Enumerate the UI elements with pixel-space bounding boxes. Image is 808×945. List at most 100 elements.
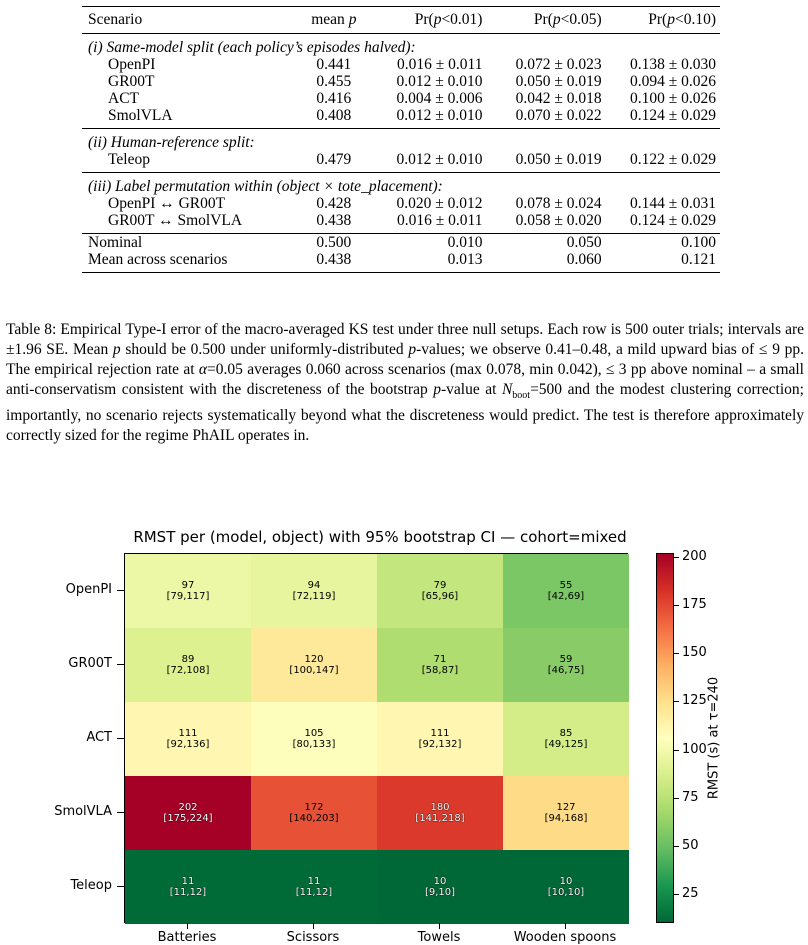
heatmap-cell: 11 [11,12] xyxy=(251,850,377,924)
heatmap-cell: 10 [9,10] xyxy=(377,850,503,924)
cell-value-label: 94 xyxy=(307,580,321,591)
cell-ci-label: [65,96] xyxy=(421,591,459,602)
table-caption: Table 8: Empirical Type-I error of the m… xyxy=(6,321,804,445)
x-tick xyxy=(565,923,566,929)
x-tick xyxy=(187,923,188,929)
table-cell: 0.042 ± 0.018 xyxy=(515,90,602,107)
table-cell: 0.020 ± 0.012 xyxy=(396,195,483,212)
table-cell: GR00T xyxy=(108,73,155,90)
type-i-error-table: Scenario mean p Pr(p<0.01) Pr(p<0.05) Pr(p<0… xyxy=(82,6,720,273)
cell-value-label: 89 xyxy=(181,654,195,665)
cell-value-label: 71 xyxy=(433,654,447,665)
cell-ci-label: [80,133] xyxy=(292,739,336,750)
table-cell: 0.124 ± 0.029 xyxy=(629,212,716,229)
cell-ci-label: [140,203] xyxy=(289,813,339,824)
x-tick-label: Batteries xyxy=(157,930,217,945)
table-footer-row: Mean across scenarios 0.438 0.013 0.060 0.12… xyxy=(82,251,720,273)
heatmap-cell: 55 [42,69] xyxy=(503,554,629,628)
table-cell: 0.058 ± 0.020 xyxy=(515,212,602,229)
table-header-cell: Scenario xyxy=(82,6,301,34)
heatmap-cell: 89 [72,108] xyxy=(125,628,251,702)
table-cell: 0.124 ± 0.029 xyxy=(629,107,716,124)
table-cell: 0.122 ± 0.029 xyxy=(629,151,716,168)
cell-value-label: 59 xyxy=(559,654,573,665)
table-cell: 0.438 xyxy=(316,212,352,229)
colorbar-tick xyxy=(674,605,679,607)
table-cell: 0.408 xyxy=(316,107,352,124)
heatmap-cell: 120 [100,147] xyxy=(251,628,377,702)
y-tick-label: GR00T xyxy=(68,656,112,671)
cell-value-label: 202 xyxy=(178,802,198,813)
x-tick xyxy=(439,923,440,929)
heatmap-cell: 59 [46,75] xyxy=(503,628,629,702)
heatmap-cell: 111 [92,136] xyxy=(125,702,251,776)
cell-value-label: 97 xyxy=(181,580,195,591)
cell-ci-label: [94,168] xyxy=(544,813,588,824)
colorbar xyxy=(656,553,674,923)
heatmap-cell: 94 [72,119] xyxy=(251,554,377,628)
table-row: OpenPI 0.441 0.016 ± 0.011 0.072 ± 0.023 0.1… xyxy=(82,56,720,73)
table-row: OpenPI ↔ GR00T 0.428 0.020 ± 0.012 0.078 ± … xyxy=(82,195,720,212)
heatmap-cell: 97 [79,117] xyxy=(125,554,251,628)
colorbar-tick-label: 100 xyxy=(682,741,707,757)
table-cell: 0.012 ± 0.010 xyxy=(396,151,483,168)
table-cell: 0.060 xyxy=(486,251,606,273)
table-cell: 0.479 xyxy=(316,151,352,168)
heatmap-cell: 172 [140,203] xyxy=(251,776,377,850)
table-header-cell: mean p xyxy=(300,6,368,34)
table-cell: 0.144 ± 0.031 xyxy=(629,195,716,212)
table-cell: 0.100 xyxy=(605,233,720,251)
table-section-title: (ii) Human-reference split: xyxy=(82,128,720,151)
table-header-row: Scenario mean p Pr(p<0.01) Pr(p<0.05) Pr(p<0… xyxy=(82,6,720,34)
table-row: SmolVLA 0.408 0.012 ± 0.010 0.070 ± 0.022 0.… xyxy=(82,107,720,129)
colorbar-tick xyxy=(674,701,679,703)
table-cell: 0.070 ± 0.022 xyxy=(515,107,602,124)
cell-ci-label: [46,75] xyxy=(547,665,585,676)
y-tick-label: OpenPI xyxy=(65,582,112,597)
table-cell: 0.050 ± 0.019 xyxy=(515,151,602,168)
table-cell: 0.016 ± 0.011 xyxy=(397,212,483,229)
table-cell: 0.013 xyxy=(367,251,487,273)
cell-ci-label: [11,12] xyxy=(295,887,333,898)
table-cell: 0.012 ± 0.010 xyxy=(396,107,483,124)
cell-ci-label: [100,147] xyxy=(289,665,339,676)
table-footer-row: Nominal 0.500 0.010 0.050 0.100 xyxy=(82,233,720,251)
heatmap-title: RMST per (model, object) with 95% bootst… xyxy=(133,528,627,546)
heatmap-cell: 180 [141,218] xyxy=(377,776,503,850)
cell-ci-label: [11,12] xyxy=(169,887,207,898)
cell-ci-label: [92,132] xyxy=(418,739,462,750)
y-tick xyxy=(117,664,124,665)
colorbar-tick xyxy=(674,653,679,655)
cell-value-label: 11 xyxy=(181,876,195,887)
cell-ci-label: [72,119] xyxy=(292,591,336,602)
table-cell: Mean across scenarios xyxy=(82,251,301,273)
table-cell: 0.121 xyxy=(605,251,720,273)
colorbar-tick-label: 25 xyxy=(682,886,699,902)
table-cell: 0.094 ± 0.026 xyxy=(629,73,716,90)
table-header-cell: Pr(p<0.10) xyxy=(605,6,720,34)
table-cell: OpenPI ↔ GR00T xyxy=(108,195,226,212)
table-cell: 0.010 xyxy=(367,233,487,251)
heatmap-cell: 111 [92,132] xyxy=(377,702,503,776)
cell-value-label: 111 xyxy=(178,728,198,739)
cell-ci-label: [141,218] xyxy=(415,813,465,824)
table-cell: 0.050 xyxy=(486,233,606,251)
colorbar-tick-label: 50 xyxy=(682,837,699,853)
x-tick-label: Wooden spoons xyxy=(513,930,617,945)
cell-value-label: 127 xyxy=(556,802,576,813)
table-cell: GR00T ↔ SmolVLA xyxy=(108,212,243,229)
table-cell: 0.500 xyxy=(300,233,368,251)
cell-ci-label: [9,10] xyxy=(424,887,456,898)
table-cell: Teleop xyxy=(108,151,150,168)
heatmap-cell: 71 [58,87] xyxy=(377,628,503,702)
heatmap-cell: 10 [10,10] xyxy=(503,850,629,924)
table-cell: SmolVLA xyxy=(108,107,173,124)
colorbar-tick xyxy=(674,749,679,751)
heatmap-cell: 11 [11,12] xyxy=(125,850,251,924)
y-tick xyxy=(117,738,124,739)
table-row: ACT 0.416 0.004 ± 0.006 0.042 ± 0.018 0.100 … xyxy=(82,90,720,107)
cell-value-label: 85 xyxy=(559,728,573,739)
table-cell: 0.455 xyxy=(316,73,352,90)
table-row: GR00T ↔ SmolVLA 0.438 0.016 ± 0.011 0.058 ±… xyxy=(82,212,720,234)
heatmap-cell: 202 [175,224] xyxy=(125,776,251,850)
